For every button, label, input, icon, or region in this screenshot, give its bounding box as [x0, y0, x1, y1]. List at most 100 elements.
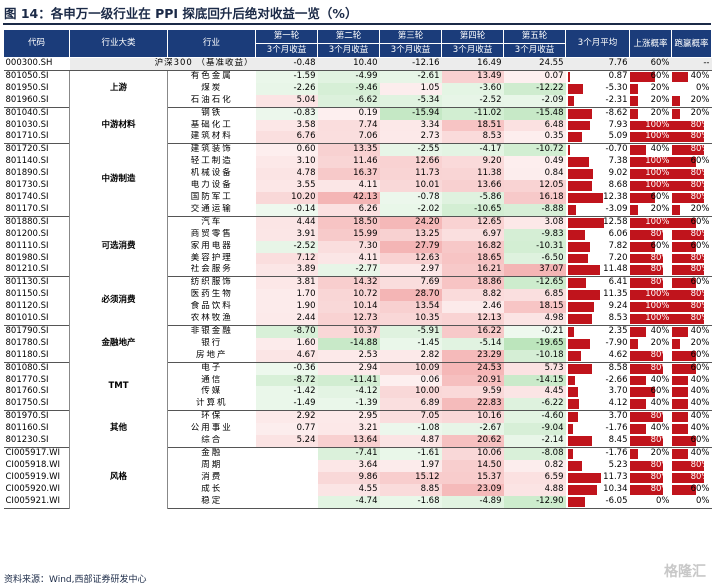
cell-return-round-1	[256, 460, 318, 472]
cell-up-prob: 100%	[629, 216, 672, 228]
cell-return-round-1: -0.83	[255, 107, 318, 120]
prob-bar	[629, 108, 638, 119]
prob-value: 100%	[645, 301, 670, 312]
cell-win-prob: 80%	[671, 313, 712, 326]
cell-return-round-1: -1.42	[255, 386, 318, 399]
prob-value: 20%	[690, 203, 710, 214]
avg-bar	[567, 204, 577, 215]
cell-win-prob: 80%	[671, 229, 712, 241]
cell-category: 中游材料	[69, 107, 168, 144]
cell-avg: -1.76	[566, 448, 630, 460]
prob-value: 40%	[690, 448, 710, 458]
avg-bar	[567, 375, 576, 386]
cell-return-round-1: 1.70	[255, 289, 318, 302]
cell-avg: 7.93	[566, 120, 630, 132]
prob-value: 40%	[690, 325, 710, 336]
cell-code: CI005918.WI	[5, 459, 61, 470]
prob-value: 20%	[650, 203, 670, 214]
cell-code: CI005921.WI	[3, 495, 70, 509]
cell-return-round-5: 0.82	[503, 459, 566, 472]
prob-value: 40%	[650, 144, 670, 155]
prob-bar	[671, 120, 704, 131]
table-row: 801960.SI 石油石化 5.04 -6.62 -5.34 -2.52 -2.09 -2.…	[3, 94, 712, 108]
avg-value: 4.12	[608, 398, 628, 409]
avg-bar	[567, 387, 579, 398]
cell-return-round-5: -12.22	[503, 82, 566, 95]
avg-value: 11.73	[603, 471, 628, 482]
cell-return-round-3: 0.06	[379, 374, 442, 387]
cell-code: CI005920.WI	[5, 483, 61, 494]
cell-win-prob: 60%	[671, 216, 712, 228]
cell-avg: -2.31	[565, 94, 630, 108]
prob-bar	[629, 95, 638, 106]
col-subheader-ret3m-5: 3个月收益	[503, 43, 566, 58]
cell-win-prob: 40%	[671, 375, 712, 387]
prob-bar	[629, 338, 638, 349]
prob-bar	[671, 241, 696, 252]
table-row: 801110.SI 家用电器 -2.52 7.30 27.79 16.82 -10.31 7.…	[4, 240, 712, 253]
cell-return-round-1: 3.55	[255, 180, 318, 192]
cell-return-round-3: -15.94	[379, 107, 442, 120]
cell-return-round-3: -1.45	[379, 337, 442, 350]
prob-value: 80%	[650, 411, 670, 422]
cell-return-round-4: 9.59	[441, 386, 504, 399]
prob-value: 60%	[650, 58, 670, 68]
cell-win-prob: 40%	[671, 398, 712, 412]
cell-code: 801200.SI	[5, 228, 49, 239]
cell-return-round-5: 24.55	[503, 57, 566, 71]
cell-avg: 11.48	[565, 264, 630, 278]
cell-return-round-5: -4.60	[503, 410, 566, 424]
cell-return-round-4: 16.49	[441, 57, 504, 71]
col-header-round-1: 第一轮	[255, 29, 318, 44]
cell-return-round-2: 2.94	[317, 362, 380, 375]
cell-return-round-1: -8.70	[255, 325, 318, 338]
avg-bar	[567, 83, 583, 94]
prob-bar	[671, 375, 688, 386]
prob-bar	[629, 229, 664, 240]
cell-return-round-2: -4.12	[317, 386, 380, 399]
table-row: 801880.SI 可选消费 汽车 4.44 18.50 24.20 12.65 3.08 12…	[4, 216, 712, 277]
avg-bar	[567, 338, 591, 349]
table-row: 801970.SI 其他 环保 2.92 2.95 7.05 10.16 -4.60 3.70 8…	[4, 410, 712, 448]
cell-return-round-3: -2.02	[379, 203, 442, 217]
cell-return-round-3: 7.05	[379, 410, 442, 424]
avg-value: 10.34	[603, 483, 628, 494]
cell-avg: 9.02	[566, 168, 630, 180]
cell-return-round-4: 12.65	[441, 216, 504, 229]
avg-bar	[567, 363, 593, 374]
cell-return-round-4: 10.06	[441, 447, 504, 460]
cell-return-round-5: -6.22	[503, 398, 566, 412]
cell-return-round-1: 4.44	[255, 216, 318, 229]
cell-return-round-1: 5.04	[255, 94, 318, 108]
avg-bar	[567, 217, 604, 228]
prob-value: 20%	[650, 107, 670, 118]
avg-bar	[567, 71, 570, 82]
avg-bar	[567, 229, 585, 240]
cell-code: 801780.SI	[5, 337, 49, 348]
cell-avg: -8.62	[566, 107, 630, 119]
cell-industry: 商贸零售	[190, 228, 233, 239]
col-header-round-4: 第四轮	[441, 29, 504, 44]
cell-win-prob: 60%	[671, 349, 712, 363]
cell-return-round-4: 13.49	[441, 70, 504, 83]
cell-win-prob: 20%	[671, 94, 712, 108]
cell-return-round-2: 10.40	[317, 57, 380, 71]
cell-code: 801760.SI	[5, 386, 49, 397]
prob-value: 80%	[650, 252, 670, 263]
cell-code: 801150.SI	[5, 289, 49, 300]
cell-up-prob: 60%	[629, 386, 672, 398]
cell-code: 801050.SI	[5, 70, 49, 81]
prob-value: 60%	[690, 216, 710, 227]
cell-code: 801750.SI	[3, 398, 70, 412]
cell-return-round-4: 8.53	[441, 131, 504, 145]
cell-industry: 金融	[201, 448, 223, 458]
col-header-up-prob: 上涨概率	[629, 29, 672, 58]
col-header-category: 行业大类	[69, 29, 168, 58]
prob-bar	[671, 460, 704, 471]
avg-value: 8.53	[608, 313, 628, 324]
table-row: 801150.SI 医药生物 1.70 10.72 28.70 8.82 6.85 11.35…	[4, 289, 712, 302]
avg-value: 3.70	[608, 386, 628, 397]
cell-return-round-3: 10.00	[379, 386, 442, 399]
cell-return-round-3: 2.73	[379, 131, 442, 145]
table-row: 801950.SI 煤炭 -2.26 -9.46 1.05 -3.60 -12.22 -5.3…	[4, 82, 712, 95]
